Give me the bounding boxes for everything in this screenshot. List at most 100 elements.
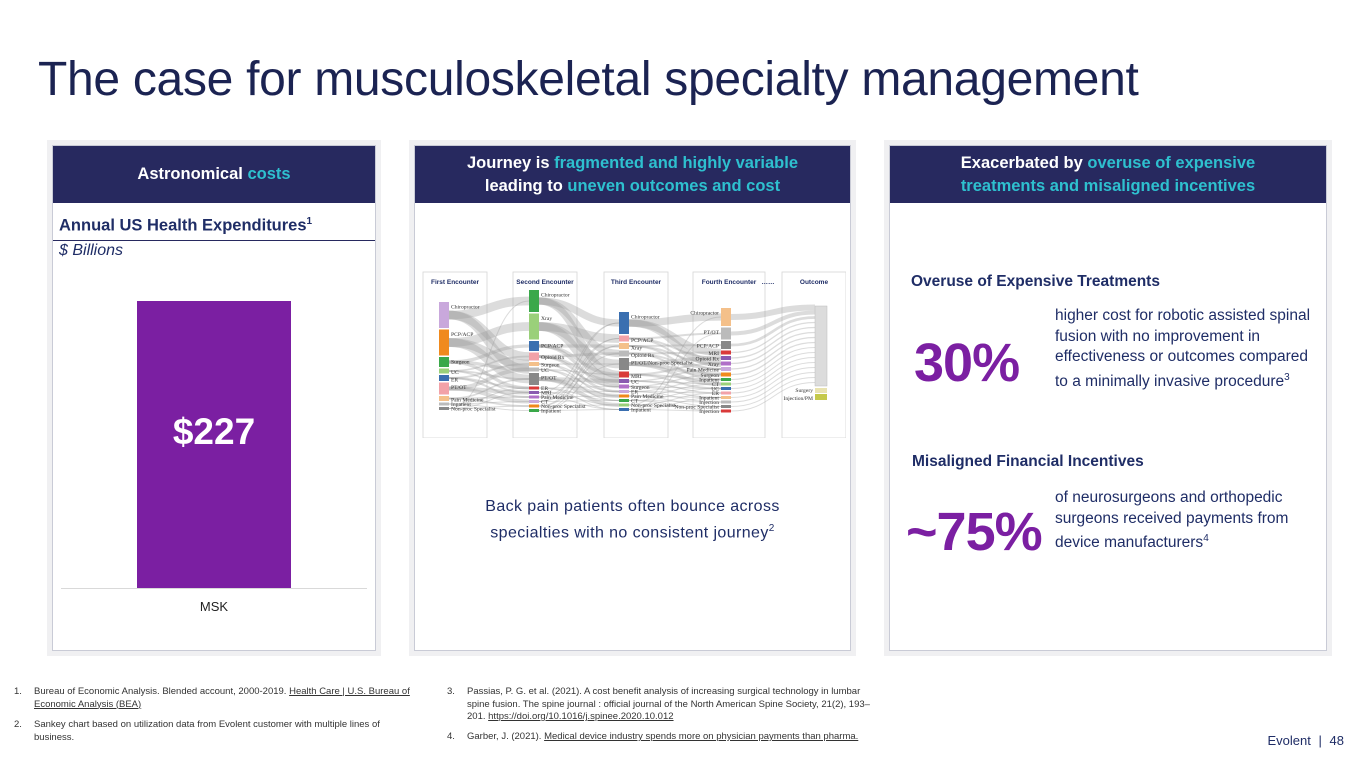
overuse-section-title: Overuse of Expensive Treatments: [911, 273, 1160, 290]
sankey-node-label: Xray: [631, 346, 642, 352]
sankey-node: [721, 308, 731, 326]
sankey-flow: [628, 400, 722, 412]
sankey-flow: [628, 397, 722, 410]
sankey-node: [529, 367, 539, 372]
sankey-node: [619, 343, 629, 349]
sankey-node: [721, 356, 731, 360]
sankey-flow: [628, 409, 722, 412]
brand-name: Evolent: [1267, 733, 1311, 748]
page-title: The case for musculoskeletal specialty m…: [38, 53, 1139, 106]
sankey-node: [619, 312, 629, 334]
sankey-node: [721, 409, 731, 413]
sankey-node: [619, 403, 629, 407]
sankey-flow: [730, 316, 816, 347]
sankey-node-label: UC: [451, 370, 459, 376]
sankey-flow: [538, 338, 620, 398]
sankey-node-label: Surgeon: [541, 363, 560, 369]
sankey-outcome-label: Surgery: [795, 388, 813, 394]
sankey-flow: [448, 300, 530, 409]
sankey-node: [619, 379, 629, 383]
sankey-flow: [448, 403, 530, 411]
sankey-flow: [628, 362, 722, 376]
footnote-link[interactable]: Health Care | U.S. Bureau of Economic An…: [34, 686, 410, 710]
sankey-flow: [538, 322, 620, 386]
sankey-node: [721, 361, 731, 366]
chart-baseline: [61, 588, 367, 589]
sankey-node: [529, 409, 539, 412]
sankey-node: [439, 368, 449, 374]
sankey-node-label: Inpatient: [699, 396, 719, 402]
incentives-panel-header: Exacerbated by overuse of expensive trea…: [890, 146, 1326, 203]
journey-panel: Journey is fragmented and highly variabl…: [409, 140, 856, 656]
x-axis-category: MSK: [199, 599, 229, 614]
sankey-node: [721, 327, 731, 340]
chart-title: Annual US Health Expenditures1: [59, 216, 313, 235]
sankey-flow: [538, 392, 620, 406]
sankey-flow: [448, 370, 530, 380]
sankey-flow: [730, 326, 816, 359]
sankey-node: [529, 341, 539, 351]
sankey-flow: [628, 380, 722, 385]
sankey-flow: [730, 352, 816, 385]
sankey-node: [439, 329, 449, 356]
sankey-node: [529, 395, 539, 399]
journey-caption: Back pain patients often bounce across s…: [485, 498, 780, 542]
sankey-flow: [538, 352, 620, 358]
sankey-flow: [730, 336, 816, 370]
sankey-flow: [538, 368, 620, 402]
sankey-flow: [448, 296, 530, 320]
footnote-link[interactable]: https://doi.org/10.1016/j.spinee.2020.10…: [488, 711, 674, 722]
sankey-node-label: Xray: [708, 362, 719, 368]
sankey-node: [439, 402, 449, 406]
sankey-stage-label: Outcome: [800, 279, 829, 286]
sankey-node-label: Pain Medicine: [631, 394, 664, 400]
sankey-node-label: Non-proc Specialist: [631, 403, 676, 409]
sankey-flow: [628, 385, 722, 390]
msk-bar: [137, 300, 291, 588]
sankey-flow: [628, 379, 722, 392]
sankey-flow: [538, 345, 620, 402]
sankey-node: [619, 384, 629, 389]
sankey-node: [619, 394, 629, 398]
sankey-flow: [628, 356, 722, 366]
sankey-node-label: MRI: [708, 351, 719, 357]
sankey-node-label: Surgeon: [631, 385, 650, 391]
sankey-flow: [730, 304, 816, 320]
sankey-node-label: PT/OT/Non-proc Specialist: [631, 361, 693, 367]
sankey-flow: [538, 387, 620, 410]
header-text: Journey is: [466, 153, 555, 172]
sankey-node-label: Non-proc Specialist: [541, 404, 586, 410]
sankey-node: [529, 404, 539, 408]
footer-separator: |: [1318, 733, 1322, 748]
sankey-flow: [448, 396, 530, 400]
header-text: Exacerbated by: [960, 153, 1088, 172]
footnote-2: 2. Sankey chart based on utilization dat…: [14, 719, 380, 743]
sankey-flow: [730, 310, 816, 336]
sankey-node: [529, 352, 539, 361]
header-accent-text: uneven outcomes and cost: [567, 176, 781, 195]
patient-journey-sankey: First Encounter Second Encounter Third Enc…: [422, 271, 846, 438]
stat-75-description: of neurosurgeons and orthopedic surgeons…: [1055, 489, 1289, 552]
sankey-stage-label: Third Encounter: [611, 279, 662, 286]
sankey-flow: [628, 404, 722, 407]
sankey-node-label: Injection: [699, 400, 719, 406]
sankey-node: [721, 405, 731, 408]
sankey-node: [619, 371, 629, 378]
sankey-flow: [538, 400, 620, 402]
sankey-node-label: UC: [711, 387, 719, 393]
sankey-flow: [628, 344, 722, 347]
sankey-flow: [628, 345, 722, 376]
sankey-node: [439, 357, 449, 367]
sankey-flow: [628, 316, 722, 406]
sankey-flow: [628, 395, 722, 398]
sankey-flow: [448, 405, 530, 409]
header-text: Astronomical: [137, 165, 248, 183]
sankey-node-label: Non-proc Specialist: [674, 405, 719, 411]
footnote-3: 3. Passias, P. G. et al. (2021). A cost …: [447, 686, 870, 722]
footnote-link[interactable]: Medical device industry spends more on p…: [544, 731, 859, 742]
sankey-flow: [538, 338, 620, 407]
sankey-node: [721, 387, 731, 390]
sankey-flow: [538, 377, 620, 407]
sankey-node-label: ER: [631, 390, 638, 396]
sankey-flow: [448, 397, 530, 407]
